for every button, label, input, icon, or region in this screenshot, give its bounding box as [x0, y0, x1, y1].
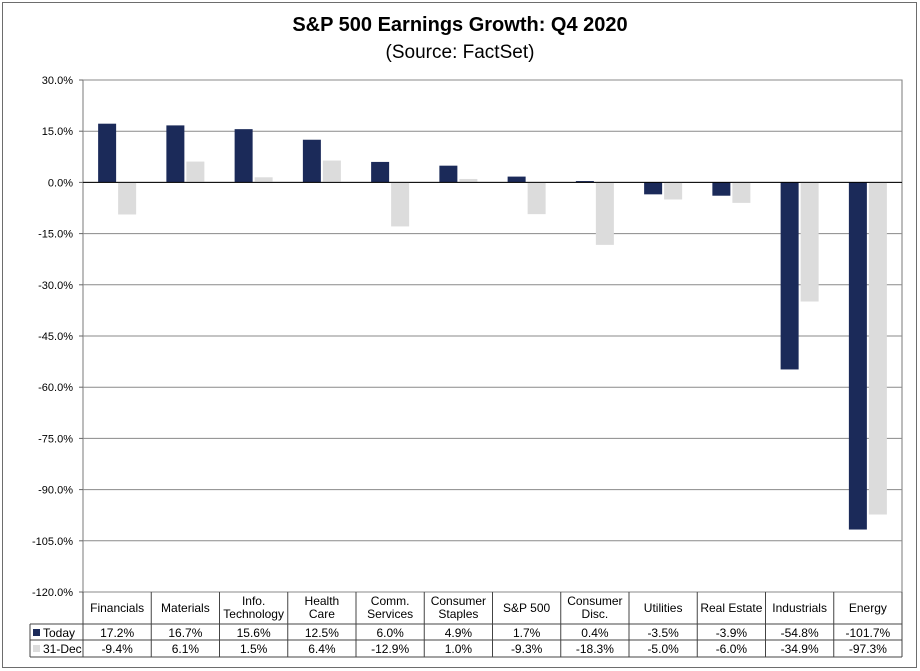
bar-31-dec — [868, 182, 887, 515]
data-label: -6.0% — [716, 642, 748, 656]
category-label: Financials — [90, 601, 144, 615]
category-label: Info. — [242, 594, 265, 608]
data-label: 15.6% — [237, 626, 271, 640]
bar-31-dec — [459, 178, 478, 183]
category-label: Health — [305, 594, 340, 608]
data-label: -54.8% — [781, 626, 819, 640]
data-label: 0.4% — [581, 626, 609, 640]
data-label: 16.7% — [168, 626, 202, 640]
category-label: Real Estate — [700, 601, 762, 615]
category-label: Utilities — [644, 601, 683, 615]
category-label: Disc. — [582, 607, 609, 621]
data-label: 12.5% — [305, 626, 339, 640]
bar-today — [780, 182, 799, 370]
y-tick-label: -30.0% — [38, 280, 73, 292]
bar-31-dec — [254, 177, 273, 183]
category-label: Consumer — [567, 594, 622, 608]
y-tick-label: -120.0% — [32, 587, 73, 599]
chart-subtitle: (Source: FactSet) — [385, 42, 535, 63]
legend-swatch — [33, 629, 40, 636]
legend-label: 31-Dec — [43, 642, 82, 656]
data-label: -9.4% — [101, 642, 133, 656]
bar-31-dec — [186, 161, 205, 183]
legend-label: Today — [43, 626, 75, 640]
data-label: 4.9% — [445, 626, 473, 640]
bar-31-dec — [527, 182, 546, 215]
data-label: 1.7% — [513, 626, 541, 640]
data-label: -3.5% — [647, 626, 679, 640]
legend-swatch — [33, 645, 40, 652]
bar-31-dec — [118, 182, 137, 215]
bar-today — [98, 123, 117, 183]
bar-31-dec — [800, 182, 819, 302]
y-tick-label: -60.0% — [38, 382, 73, 394]
bar-31-dec — [664, 182, 683, 200]
y-tick-label: -105.0% — [32, 536, 73, 548]
bar-today — [439, 165, 458, 183]
category-label: Services — [367, 607, 413, 621]
data-label: -12.9% — [371, 642, 409, 656]
y-tick-label: 0.0% — [48, 177, 73, 189]
category-label: Staples — [438, 607, 478, 621]
data-label: 17.2% — [100, 626, 134, 640]
category-label: Materials — [161, 601, 210, 615]
data-label: 6.1% — [172, 642, 200, 656]
y-tick-label: 15.0% — [42, 126, 73, 138]
data-label: 1.5% — [240, 642, 268, 656]
data-label: 1.0% — [445, 642, 473, 656]
category-label: S&P 500 — [503, 601, 550, 615]
data-label: -101.7% — [846, 626, 891, 640]
bar-today — [848, 182, 867, 530]
bar-today — [575, 181, 594, 183]
y-tick-label: 30.0% — [42, 75, 73, 87]
category-label: Consumer — [431, 594, 486, 608]
bar-today — [507, 176, 526, 183]
y-tick-label: -45.0% — [38, 331, 73, 343]
y-tick-label: -15.0% — [38, 229, 73, 241]
category-label: Technology — [223, 607, 284, 621]
bar-today — [371, 161, 390, 183]
category-label: Care — [309, 607, 335, 621]
y-tick-label: -75.0% — [38, 433, 73, 445]
bar-today — [644, 182, 663, 195]
bar-today — [712, 182, 731, 196]
data-label: -34.9% — [781, 642, 819, 656]
category-label: Industrials — [772, 601, 827, 615]
data-label: 6.4% — [308, 642, 336, 656]
data-label: -18.3% — [576, 642, 614, 656]
bar-today — [234, 129, 253, 183]
bar-today — [166, 125, 185, 183]
data-label: 6.0% — [376, 626, 404, 640]
category-label: Comm. — [371, 594, 410, 608]
bar-31-dec — [595, 182, 614, 245]
bar-31-dec — [322, 160, 341, 183]
bar-31-dec — [391, 182, 410, 227]
bar-31-dec — [732, 182, 751, 203]
bar-today — [302, 139, 321, 183]
data-label: -97.3% — [849, 642, 887, 656]
y-tick-label: -90.0% — [38, 485, 73, 497]
chart-title: S&P 500 Earnings Growth: Q4 2020 — [292, 14, 628, 36]
category-label: Energy — [849, 601, 887, 615]
data-label: -5.0% — [647, 642, 679, 656]
data-label: -9.3% — [511, 642, 543, 656]
data-label: -3.9% — [716, 626, 748, 640]
